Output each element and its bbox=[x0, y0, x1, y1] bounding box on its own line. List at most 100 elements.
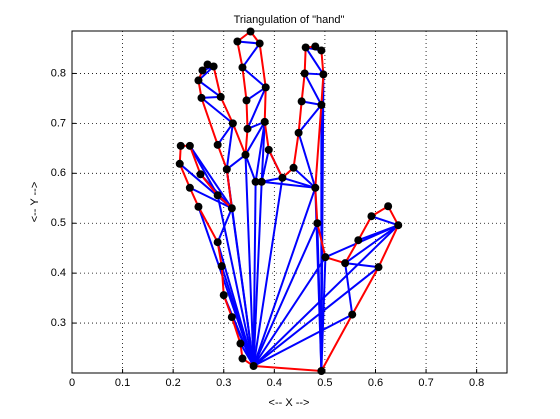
point bbox=[213, 191, 222, 200]
point bbox=[243, 124, 252, 133]
point bbox=[194, 76, 203, 85]
point bbox=[297, 97, 306, 106]
triangulation-edge bbox=[216, 195, 255, 367]
triangulation-edge bbox=[252, 266, 380, 367]
point bbox=[209, 62, 218, 71]
triangulation-edge bbox=[282, 176, 316, 189]
triangulation-edge bbox=[197, 79, 222, 98]
point bbox=[176, 141, 185, 150]
triangulation-edge bbox=[244, 154, 255, 367]
triangulation-edge bbox=[253, 313, 353, 367]
point bbox=[257, 177, 266, 186]
plot-area bbox=[72, 31, 507, 373]
y-tick-label: 0.3 bbox=[51, 317, 66, 329]
x-tick-label: 0.6 bbox=[368, 377, 383, 389]
triangulation-edge bbox=[246, 87, 267, 130]
point bbox=[185, 141, 194, 150]
triangulation-edge bbox=[241, 66, 267, 89]
x-tick-label: 0.1 bbox=[115, 377, 130, 389]
triangulation-edge bbox=[239, 343, 255, 367]
y-tick-label: 0.6 bbox=[51, 167, 66, 179]
point bbox=[227, 313, 236, 322]
triangulation-edge bbox=[292, 167, 316, 189]
point bbox=[233, 37, 242, 46]
point bbox=[317, 46, 326, 55]
triangulation-edge bbox=[230, 208, 255, 367]
point bbox=[317, 100, 326, 109]
x-axis-label: <-- X --> bbox=[269, 397, 310, 409]
triangulation-edge bbox=[297, 132, 317, 189]
triangulation-edge bbox=[345, 262, 379, 269]
triangulation-edge bbox=[261, 180, 316, 189]
point bbox=[354, 236, 363, 245]
point bbox=[194, 202, 203, 211]
triangulation-edge bbox=[303, 72, 323, 106]
point bbox=[249, 362, 258, 371]
point bbox=[261, 83, 270, 92]
x-tick-label: 0.5 bbox=[317, 377, 332, 389]
point bbox=[217, 262, 226, 271]
triangulation-edge bbox=[252, 177, 284, 367]
point bbox=[255, 39, 264, 48]
triangulation-edge bbox=[200, 97, 234, 125]
point bbox=[203, 60, 212, 69]
y-axis-label: <-- Y --> bbox=[29, 182, 41, 223]
point bbox=[289, 163, 298, 172]
triangulation-edge bbox=[216, 207, 233, 243]
triangulation-edge bbox=[260, 121, 266, 182]
point bbox=[311, 183, 320, 192]
point bbox=[341, 259, 350, 268]
y-tick-label: 0.4 bbox=[51, 267, 66, 279]
point bbox=[321, 253, 330, 262]
point bbox=[222, 165, 231, 174]
point bbox=[394, 221, 403, 230]
point bbox=[251, 177, 260, 186]
chart-title: Triangulation of "hand" bbox=[234, 14, 345, 26]
point bbox=[197, 93, 206, 102]
point bbox=[264, 145, 273, 154]
triangulation-edge bbox=[189, 186, 233, 210]
y-tick-label: 0.5 bbox=[51, 217, 66, 229]
y-tick-label: 0.7 bbox=[51, 117, 66, 129]
point bbox=[216, 92, 225, 101]
point bbox=[300, 69, 309, 78]
point bbox=[219, 291, 228, 300]
axes-box bbox=[71, 30, 508, 374]
point bbox=[311, 42, 320, 51]
point bbox=[278, 173, 287, 182]
point bbox=[313, 219, 322, 228]
point bbox=[319, 70, 328, 79]
point bbox=[241, 150, 250, 159]
point bbox=[238, 63, 247, 72]
point bbox=[260, 117, 269, 126]
point bbox=[175, 159, 184, 168]
point bbox=[227, 204, 236, 213]
x-tick-label: 0.8 bbox=[469, 377, 484, 389]
triangulation-edge bbox=[225, 123, 234, 170]
point bbox=[238, 354, 247, 363]
point bbox=[294, 128, 303, 137]
triangulation-edge bbox=[297, 104, 323, 134]
point bbox=[367, 212, 376, 221]
x-tick-label: 0 bbox=[69, 377, 75, 389]
triangulation-edge bbox=[344, 263, 354, 315]
point bbox=[228, 119, 237, 128]
triangulation-edge bbox=[244, 154, 257, 183]
triangulation-edge bbox=[252, 187, 317, 367]
point bbox=[213, 238, 222, 247]
triangulation-edge bbox=[357, 224, 399, 242]
x-tick-label: 0.7 bbox=[418, 377, 433, 389]
triangulation-edge bbox=[252, 222, 319, 367]
triangulation-edge bbox=[304, 46, 325, 75]
triangulation-edge bbox=[244, 121, 266, 156]
triangulation-edge bbox=[241, 42, 261, 69]
x-tick-label: 0.4 bbox=[267, 377, 282, 389]
triangulation-edge bbox=[216, 122, 234, 146]
point bbox=[384, 202, 393, 211]
triangulation-edge bbox=[252, 181, 263, 367]
point bbox=[198, 66, 207, 75]
point bbox=[348, 310, 357, 319]
triangulation-edge bbox=[252, 181, 257, 367]
